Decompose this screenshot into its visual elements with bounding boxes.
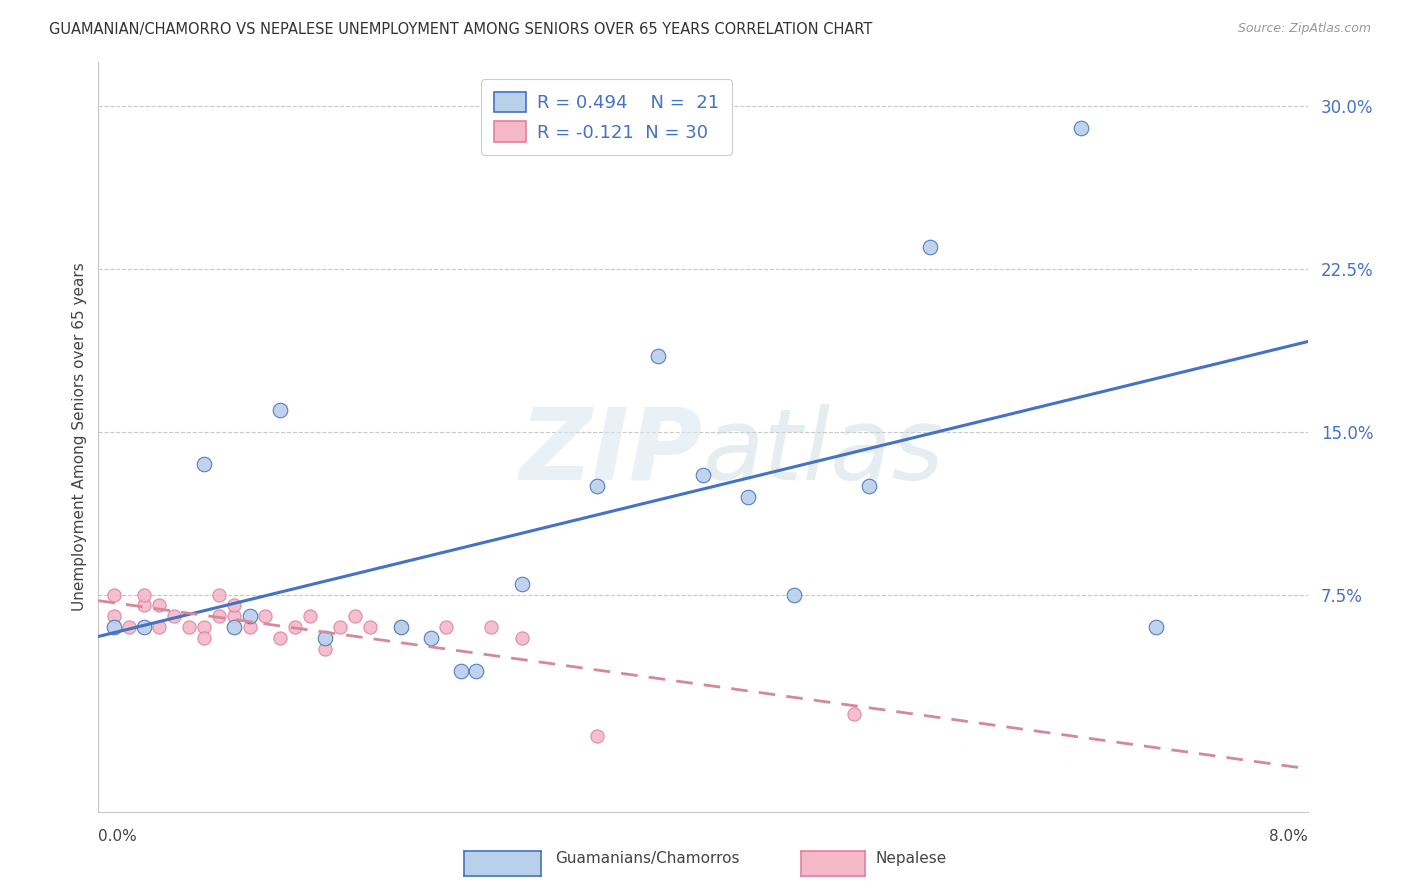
Point <box>647 349 669 363</box>
Text: 8.0%: 8.0% <box>1268 829 1308 844</box>
Point <box>284 620 307 634</box>
Point <box>1070 120 1092 135</box>
Point <box>148 599 170 613</box>
Point <box>419 631 441 645</box>
Point <box>208 588 231 602</box>
Point <box>132 599 155 613</box>
Point <box>314 631 336 645</box>
Point <box>389 620 412 634</box>
Point <box>434 620 457 634</box>
Point <box>359 620 381 634</box>
Point <box>103 588 125 602</box>
Point <box>918 240 941 254</box>
Point <box>193 631 215 645</box>
Point <box>179 620 201 634</box>
Point <box>148 620 170 634</box>
Point <box>239 609 262 624</box>
Point <box>163 609 186 624</box>
Point <box>193 620 215 634</box>
Text: GUAMANIAN/CHAMORRO VS NEPALESE UNEMPLOYMENT AMONG SENIORS OVER 65 YEARS CORRELAT: GUAMANIAN/CHAMORRO VS NEPALESE UNEMPLOYM… <box>49 22 873 37</box>
Point <box>450 664 472 678</box>
Point <box>269 403 291 417</box>
Point <box>269 631 291 645</box>
Point <box>858 479 880 493</box>
Text: ZIP: ZIP <box>520 403 703 500</box>
Point <box>103 609 125 624</box>
Text: atlas: atlas <box>703 403 945 500</box>
Point <box>224 609 246 624</box>
Point <box>737 490 759 504</box>
Point <box>224 620 246 634</box>
Point <box>510 631 533 645</box>
Point <box>103 620 125 634</box>
Point <box>510 576 533 591</box>
Point <box>465 664 488 678</box>
Point <box>314 641 336 656</box>
Legend: R = 0.494    N =  21, R = -0.121  N = 30: R = 0.494 N = 21, R = -0.121 N = 30 <box>481 79 731 155</box>
Point <box>586 479 609 493</box>
Point <box>132 588 155 602</box>
Text: Source: ZipAtlas.com: Source: ZipAtlas.com <box>1237 22 1371 36</box>
Y-axis label: Unemployment Among Seniors over 65 years: Unemployment Among Seniors over 65 years <box>72 263 87 611</box>
Point <box>586 729 609 743</box>
Text: Guamanians/Chamorros: Guamanians/Chamorros <box>555 851 740 865</box>
Point <box>1144 620 1167 634</box>
Point <box>844 706 866 721</box>
Point <box>224 599 246 613</box>
Point <box>329 620 352 634</box>
Point <box>782 588 804 602</box>
Point <box>118 620 141 634</box>
Point <box>239 620 262 634</box>
Point <box>344 609 367 624</box>
Point <box>479 620 503 634</box>
Point <box>389 620 412 634</box>
Text: 0.0%: 0.0% <box>98 829 138 844</box>
Point <box>193 457 215 471</box>
Point <box>132 620 155 634</box>
Point <box>692 468 714 483</box>
Text: Nepalese: Nepalese <box>876 851 948 865</box>
Point <box>208 609 231 624</box>
Point <box>253 609 276 624</box>
Point <box>299 609 322 624</box>
